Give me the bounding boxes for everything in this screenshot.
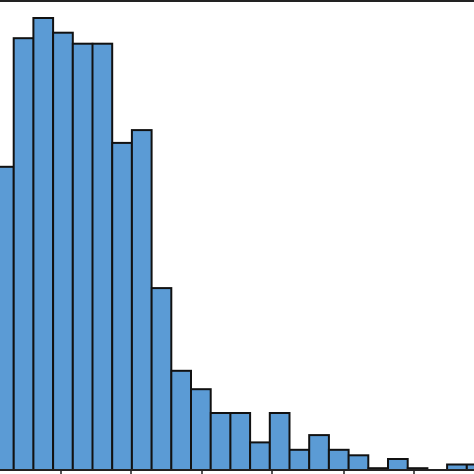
histogram-bar bbox=[209, 412, 232, 471]
histogram-bar bbox=[12, 37, 35, 471]
histogram-bar bbox=[52, 31, 74, 471]
histogram-bar bbox=[465, 463, 474, 471]
histogram-bar bbox=[0, 165, 15, 472]
histogram-bar bbox=[190, 388, 212, 472]
histogram-bar bbox=[327, 448, 350, 471]
histogram-bar bbox=[308, 434, 330, 472]
histogram-bar bbox=[91, 42, 114, 471]
histogram-bar bbox=[268, 412, 291, 471]
histogram-bar bbox=[387, 458, 409, 471]
histogram-bar bbox=[229, 412, 252, 471]
histogram-bar bbox=[130, 129, 153, 471]
x-axis-ticks bbox=[60, 470, 415, 474]
histogram-bar bbox=[170, 369, 193, 471]
histogram-bar bbox=[347, 454, 370, 471]
histogram-bar bbox=[288, 448, 311, 471]
histogram-bar bbox=[111, 141, 133, 471]
histogram-bar bbox=[150, 287, 173, 471]
histogram-bar bbox=[71, 42, 94, 471]
histogram-bar bbox=[249, 441, 271, 471]
histogram-bar bbox=[32, 17, 55, 471]
bars-group bbox=[0, 17, 474, 472]
